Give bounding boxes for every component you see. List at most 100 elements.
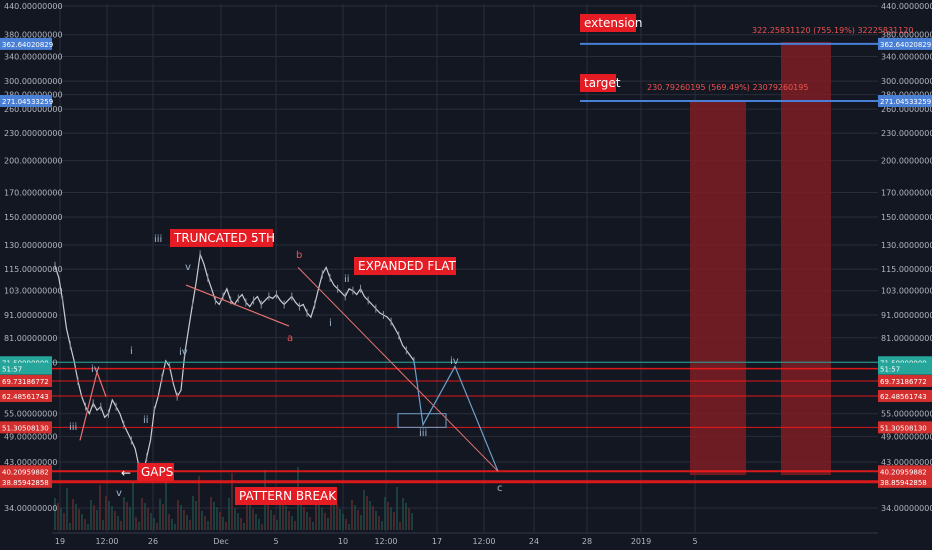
- wave-label-iii: iii: [419, 428, 427, 439]
- price-tag-right-label: 362.64020829: [880, 41, 931, 49]
- volume-bar: [312, 522, 314, 530]
- price-tag-left-label: 62.48561743: [2, 393, 49, 401]
- price-tag-left: [0, 389, 52, 402]
- volume-bar: [180, 505, 182, 530]
- y-tick-left: 440.00000000: [4, 2, 63, 11]
- volume-bar: [204, 516, 206, 530]
- volume-bar: [111, 506, 113, 530]
- volume-bar: [123, 497, 125, 530]
- volume-bar: [246, 499, 248, 530]
- expanded-flat-label-box: [354, 257, 456, 275]
- volume-bar: [168, 514, 170, 530]
- volume-bar: [291, 516, 293, 530]
- volume-bar: [108, 501, 110, 530]
- volume-bar: [90, 500, 92, 530]
- x-tick: 5: [692, 537, 697, 546]
- pattern-break-label: PATTERN BREAK: [239, 489, 337, 503]
- volume-bar: [162, 504, 164, 530]
- volume-bar: [249, 504, 251, 530]
- annotation-labels: TRUNCATED 5TH EXPANDED FLAT GAPS PATTERN BR…: [69, 14, 913, 505]
- volume-bar: [285, 506, 287, 530]
- price-tag-left-label: 51.30508130: [2, 424, 49, 432]
- volume-bar: [234, 508, 236, 530]
- price-tag-right: [878, 389, 932, 402]
- wave-box: [397, 413, 447, 428]
- target-zones: [690, 42, 831, 475]
- right-axis: 440.00000000 380.00000000 340.00000000 300.…: [881, 2, 932, 513]
- price-tag-right-label: 271.04533259: [880, 98, 931, 106]
- price-tag-right: [878, 94, 932, 107]
- left-axis: 440.00000000 380.00000000 340.00000000 300.…: [0, 0, 63, 550]
- price-tag-left: [0, 374, 52, 387]
- wave-projection: [413, 360, 499, 472]
- price-tag-right: [878, 374, 932, 387]
- wave-label-v: v: [185, 262, 191, 273]
- x-tick: 5: [273, 537, 278, 546]
- volume-bar: [279, 496, 281, 530]
- wave-label-iv: iv: [91, 364, 100, 375]
- trend-line: [185, 284, 290, 327]
- volume-bar: [186, 515, 188, 530]
- volume-bar: [183, 510, 185, 530]
- x-tick: 26: [148, 537, 158, 546]
- volume-bar: [390, 507, 392, 530]
- volume-bar: [306, 512, 308, 530]
- target-label: target: [584, 76, 621, 90]
- volume-bar: [69, 523, 71, 530]
- volume-bar: [405, 503, 407, 530]
- wave-label-b: b: [296, 250, 302, 261]
- volume-bar: [378, 516, 380, 530]
- drawings: [52, 42, 878, 484]
- volume-bar: [324, 513, 326, 530]
- y-tick-left: 300.00000000: [4, 77, 63, 86]
- y-tick-left: 340.00000000: [4, 53, 63, 62]
- volume-bar: [360, 515, 362, 530]
- volume-bar: [396, 487, 398, 530]
- volume-bar: [219, 512, 221, 530]
- volume-bar: [189, 520, 191, 530]
- y-tick-left: 260.00000000: [4, 105, 63, 114]
- volume-bar: [192, 496, 194, 530]
- volume-bar: [99, 485, 101, 530]
- volume-bar: [141, 498, 143, 530]
- y-tick-right: 49.00000000: [881, 432, 932, 441]
- x-tick: 12:00: [95, 537, 118, 546]
- volume-bar: [63, 513, 65, 530]
- volume-bar: [222, 517, 224, 530]
- price-tag-right-label: 40.20959882: [880, 468, 927, 476]
- volume-bar: [225, 522, 227, 530]
- volume-bar: [210, 497, 212, 530]
- wave-label-iii: iii: [69, 422, 77, 433]
- expanded-flat-label: EXPANDED FLAT: [358, 259, 456, 273]
- price-tag-right: [878, 362, 932, 375]
- volume-bar: [255, 514, 257, 530]
- wave-label-iv: iv: [450, 356, 459, 367]
- time-axis: 19 12:00 26 Dec 5 10 12:00 17 12:00 24 28 2019 5: [52, 532, 878, 546]
- target-zone-1: [690, 100, 746, 475]
- y-tick-right: 340.00000000: [881, 53, 932, 62]
- trend-line: [297, 267, 499, 472]
- volume-bar: [228, 498, 230, 530]
- volume-bar: [165, 479, 167, 530]
- y-tick-left: 230.00000000: [4, 129, 63, 138]
- volume-bar: [147, 508, 149, 530]
- left-axis-bg: [0, 0, 52, 550]
- volume-bar: [321, 508, 323, 530]
- x-tick: 28: [582, 537, 592, 546]
- price-tag-right: [878, 475, 932, 488]
- price-tag-left: [0, 94, 52, 107]
- volume-bar: [393, 512, 395, 530]
- volume-bar: [198, 476, 200, 530]
- price-tag-left: [0, 362, 52, 375]
- volume-bar: [93, 505, 95, 530]
- volume-bar: [258, 519, 260, 530]
- volume-bar: [153, 518, 155, 530]
- truncated-5th-label-box: [170, 229, 273, 247]
- volume-bar: [237, 513, 239, 530]
- y-tick-left: 43.00000000: [4, 458, 57, 467]
- volume-bar: [78, 509, 80, 530]
- volume-bar: [120, 521, 122, 530]
- volume-bar: [213, 502, 215, 530]
- volume-bar: [138, 522, 140, 530]
